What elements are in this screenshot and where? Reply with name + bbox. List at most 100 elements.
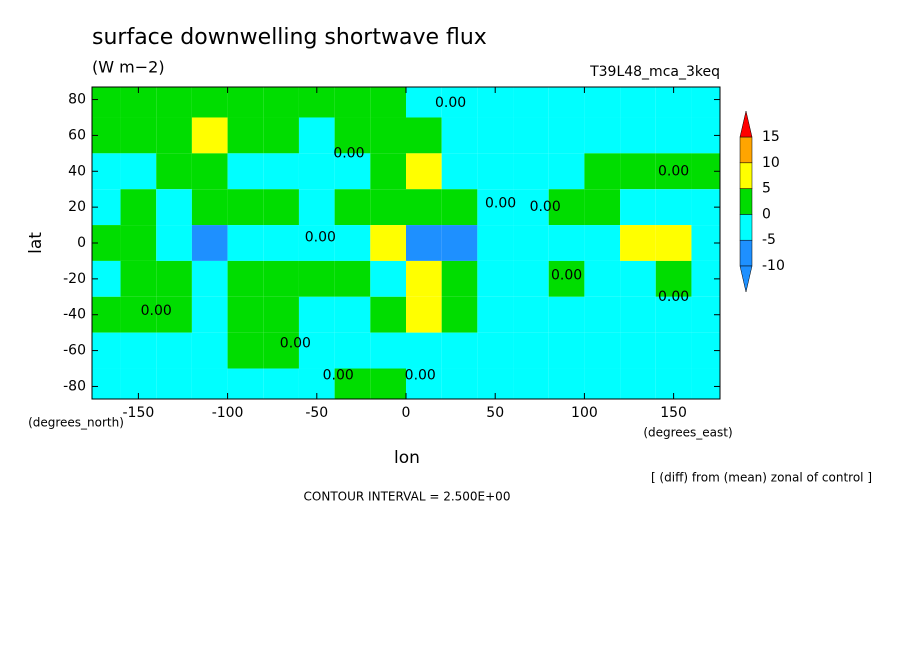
contour-cell [120,296,157,333]
x-tick-label: 150 [660,405,687,421]
y-tick-label: -40 [63,307,86,323]
x-unit-label: (degrees_east) [643,426,732,440]
contour-cell [513,296,549,333]
colorbar-label: 15 [762,129,780,145]
contour-cell [620,296,656,333]
contour-cell [691,368,720,399]
colorbar-under [739,265,753,293]
colorbar-segment [739,239,753,267]
contour-label: 0.00 [658,163,689,179]
contour-cell [513,117,549,154]
contour-cell [120,189,157,226]
y-tick-label: 60 [68,127,86,143]
contour-cell [548,153,585,190]
contour-cell [227,332,264,369]
contour-cell [620,117,656,154]
footer: CONTOUR INTERVAL = 2.500E+00 [304,490,511,504]
colorbar-over [739,110,753,138]
x-tick-label: -150 [122,405,154,421]
contour-cell [441,260,478,297]
contour-cell [548,87,585,118]
colorbar-label: 10 [762,155,780,171]
contour-cell [156,260,192,297]
contour-label: 0.00 [323,368,354,384]
contour-cell [370,225,406,261]
contour-cell [370,189,406,226]
contour-cell [227,260,264,297]
contour-cell [406,117,442,154]
contour-cell [584,117,621,154]
contour-cell [120,260,157,297]
contour-cell [620,225,656,261]
contour-cell [406,189,442,226]
contour-cell [406,332,442,369]
contour-cell [477,117,514,154]
contour-cell [548,260,585,297]
contour-cell [406,225,442,261]
note: [ (diff) from (mean) zonal of control ] [651,471,872,485]
y-unit-label: (degrees_north) [28,416,124,430]
contour-cell [655,117,692,154]
x-tick-label: -50 [305,405,328,421]
contour-cell [120,225,157,261]
contour-label: 0.00 [530,199,561,215]
contour-cell [334,189,371,226]
subtitle: T39L48_mca_3keq [589,64,720,80]
contour-cell [120,153,157,190]
contour-cell [548,117,585,154]
contour-cell [655,153,692,190]
contour-cell [227,368,264,399]
contour-cell [298,189,335,226]
y-tick-label: 80 [68,92,86,108]
contour-cell [513,189,549,226]
contour-cell [620,332,656,369]
contour-cell [334,117,371,154]
x-tick-label: 0 [402,405,411,421]
contour-cell [370,117,406,154]
contour-cell [620,368,656,399]
contour-cell [298,225,335,261]
contour-cell [406,87,442,118]
contour-cell [655,189,692,226]
contour-cell [513,332,549,369]
contour-cell [441,368,478,399]
contour-cell [191,296,228,333]
contour-cell [227,296,264,333]
contour-cell [191,117,228,154]
contour-cell [334,153,371,190]
y-tick-label: -60 [63,343,86,359]
contour-cell [441,296,478,333]
contour-cell [334,332,371,369]
contour-cell [655,260,692,297]
contour-label: 0.00 [141,303,172,319]
contour-cell [263,117,299,154]
contour-cell [120,117,157,154]
contour-cell [334,296,371,333]
contour-cell [477,296,514,333]
contour-cell [406,296,442,333]
contour-cell [191,260,228,297]
contour-cell [156,368,192,399]
contour-cell [92,87,121,118]
units: (W m−2) [92,58,165,77]
contour-cell [156,117,192,154]
contour-cell [120,332,157,369]
contour-cell [191,87,228,118]
contour-cell [156,153,192,190]
contour-cell [513,87,549,118]
contour-cell [691,87,720,118]
y-tick-label: -80 [63,378,86,394]
contour-cell [334,225,371,261]
contour-cell [156,332,192,369]
contour-cell [513,260,549,297]
contour-cell [477,225,514,261]
contour-cell [92,368,121,399]
contour-label: 0.00 [405,368,436,384]
contour-cell [370,368,406,399]
contour-cell [370,260,406,297]
contour-cell [584,225,621,261]
contour-cell [191,189,228,226]
contour-cell [620,87,656,118]
contour-cell [227,153,264,190]
contour-label: 0.00 [333,145,364,161]
